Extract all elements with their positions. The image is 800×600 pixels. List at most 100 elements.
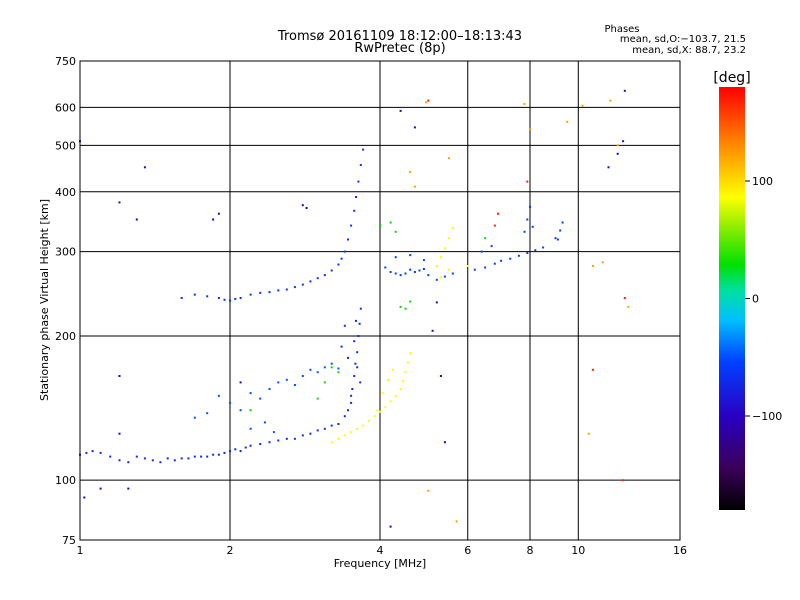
echo-point [399, 305, 402, 308]
echo-point [301, 283, 304, 286]
echo-point [480, 250, 483, 253]
echo-point [355, 319, 357, 322]
echo-point [439, 375, 442, 377]
echo-point [422, 268, 425, 270]
echo-point [109, 455, 112, 458]
echo-point [259, 291, 262, 294]
echo-point [367, 419, 370, 422]
colorbar-tick-0: 0 [752, 293, 759, 306]
echo-point [394, 230, 397, 233]
echo-point [443, 441, 446, 444]
echo-point [623, 297, 626, 299]
echo-point [223, 298, 226, 301]
colorbar-ticks: 100 0 −100 [745, 175, 782, 423]
echo-point [217, 394, 220, 397]
echo-point [358, 322, 361, 325]
echo-point [285, 288, 288, 291]
echo-point [259, 397, 262, 400]
echo-point [249, 392, 252, 395]
echo-point [399, 388, 402, 390]
echo-point [627, 305, 630, 308]
echo-point [244, 446, 247, 449]
x-tick-2: 2 [227, 544, 234, 557]
echo-point [418, 269, 421, 272]
y-tick-200: 200 [55, 330, 76, 343]
echo-point [193, 455, 196, 458]
echo-point [587, 432, 590, 435]
echo-point [526, 218, 529, 221]
echo-point [330, 424, 333, 427]
chart-title: Tromsø 20161109 18:12:00–18:13:43 [277, 29, 523, 44]
echo-point [402, 380, 405, 383]
echo-point [323, 366, 326, 369]
echo-point [343, 434, 346, 437]
x-tick-1: 1 [77, 544, 84, 557]
plot-frame [79, 60, 681, 541]
echo-point [277, 289, 280, 292]
colorbar-tick-−100: −100 [752, 410, 782, 423]
echo-point [413, 271, 416, 273]
echo-point [301, 204, 304, 207]
echo-point [249, 444, 252, 447]
echo-point [387, 378, 389, 381]
echo-point [427, 99, 430, 102]
data-points [79, 89, 630, 528]
echo-point [404, 307, 407, 310]
echo-point [118, 459, 121, 462]
echo-point [359, 307, 362, 310]
echo-point [443, 247, 446, 250]
echo-point [529, 128, 531, 131]
echo-point [425, 101, 428, 104]
echo-point [435, 278, 438, 281]
echo-point [206, 412, 209, 415]
echo-point [350, 394, 353, 397]
echo-point [340, 257, 343, 260]
echo-point [484, 237, 487, 240]
echo-point [293, 286, 296, 289]
echo-point [439, 276, 442, 279]
colorbar-tick-100: 100 [752, 175, 773, 188]
x-tick-8: 8 [527, 544, 534, 557]
echo-point [234, 297, 237, 300]
echo-point [212, 453, 215, 456]
echo-point [362, 148, 365, 151]
echo-point [422, 259, 425, 262]
echo-point [357, 180, 360, 183]
echo-point [330, 441, 333, 444]
y-tick-300: 300 [55, 246, 76, 259]
y-tick-500: 500 [55, 139, 76, 152]
echo-point [293, 384, 296, 386]
echo-point [409, 254, 412, 257]
echo-point [316, 277, 319, 280]
echo-point [534, 249, 537, 252]
echo-point [406, 361, 409, 364]
echo-point [99, 451, 102, 454]
echo-point [409, 300, 412, 303]
echo-point [343, 250, 346, 253]
echo-point [356, 366, 359, 369]
echo-point [268, 388, 271, 390]
echo-point [223, 451, 226, 454]
echo-point [151, 459, 154, 462]
phase-x-stats: mean, sd,X: 88.7, 23.2 [632, 45, 746, 56]
echo-point [526, 180, 529, 183]
echo-point [337, 423, 340, 425]
echo-point [337, 367, 340, 370]
y-axis-label: Stationary phase Virtual Height [km] [38, 199, 51, 401]
echo-point [337, 437, 340, 440]
echo-point [389, 525, 392, 528]
echo-point [285, 437, 288, 440]
echo-point [206, 455, 209, 458]
x-tick-6: 6 [464, 544, 471, 557]
echo-point [493, 224, 496, 227]
echo-point [143, 166, 146, 169]
echo-point [330, 366, 333, 369]
echo-point [166, 457, 169, 460]
echo-point [159, 461, 162, 464]
echo-point [305, 207, 308, 209]
echo-point [591, 368, 594, 371]
echo-point [523, 103, 526, 105]
echo-point [316, 429, 319, 432]
echo-point [394, 256, 397, 259]
